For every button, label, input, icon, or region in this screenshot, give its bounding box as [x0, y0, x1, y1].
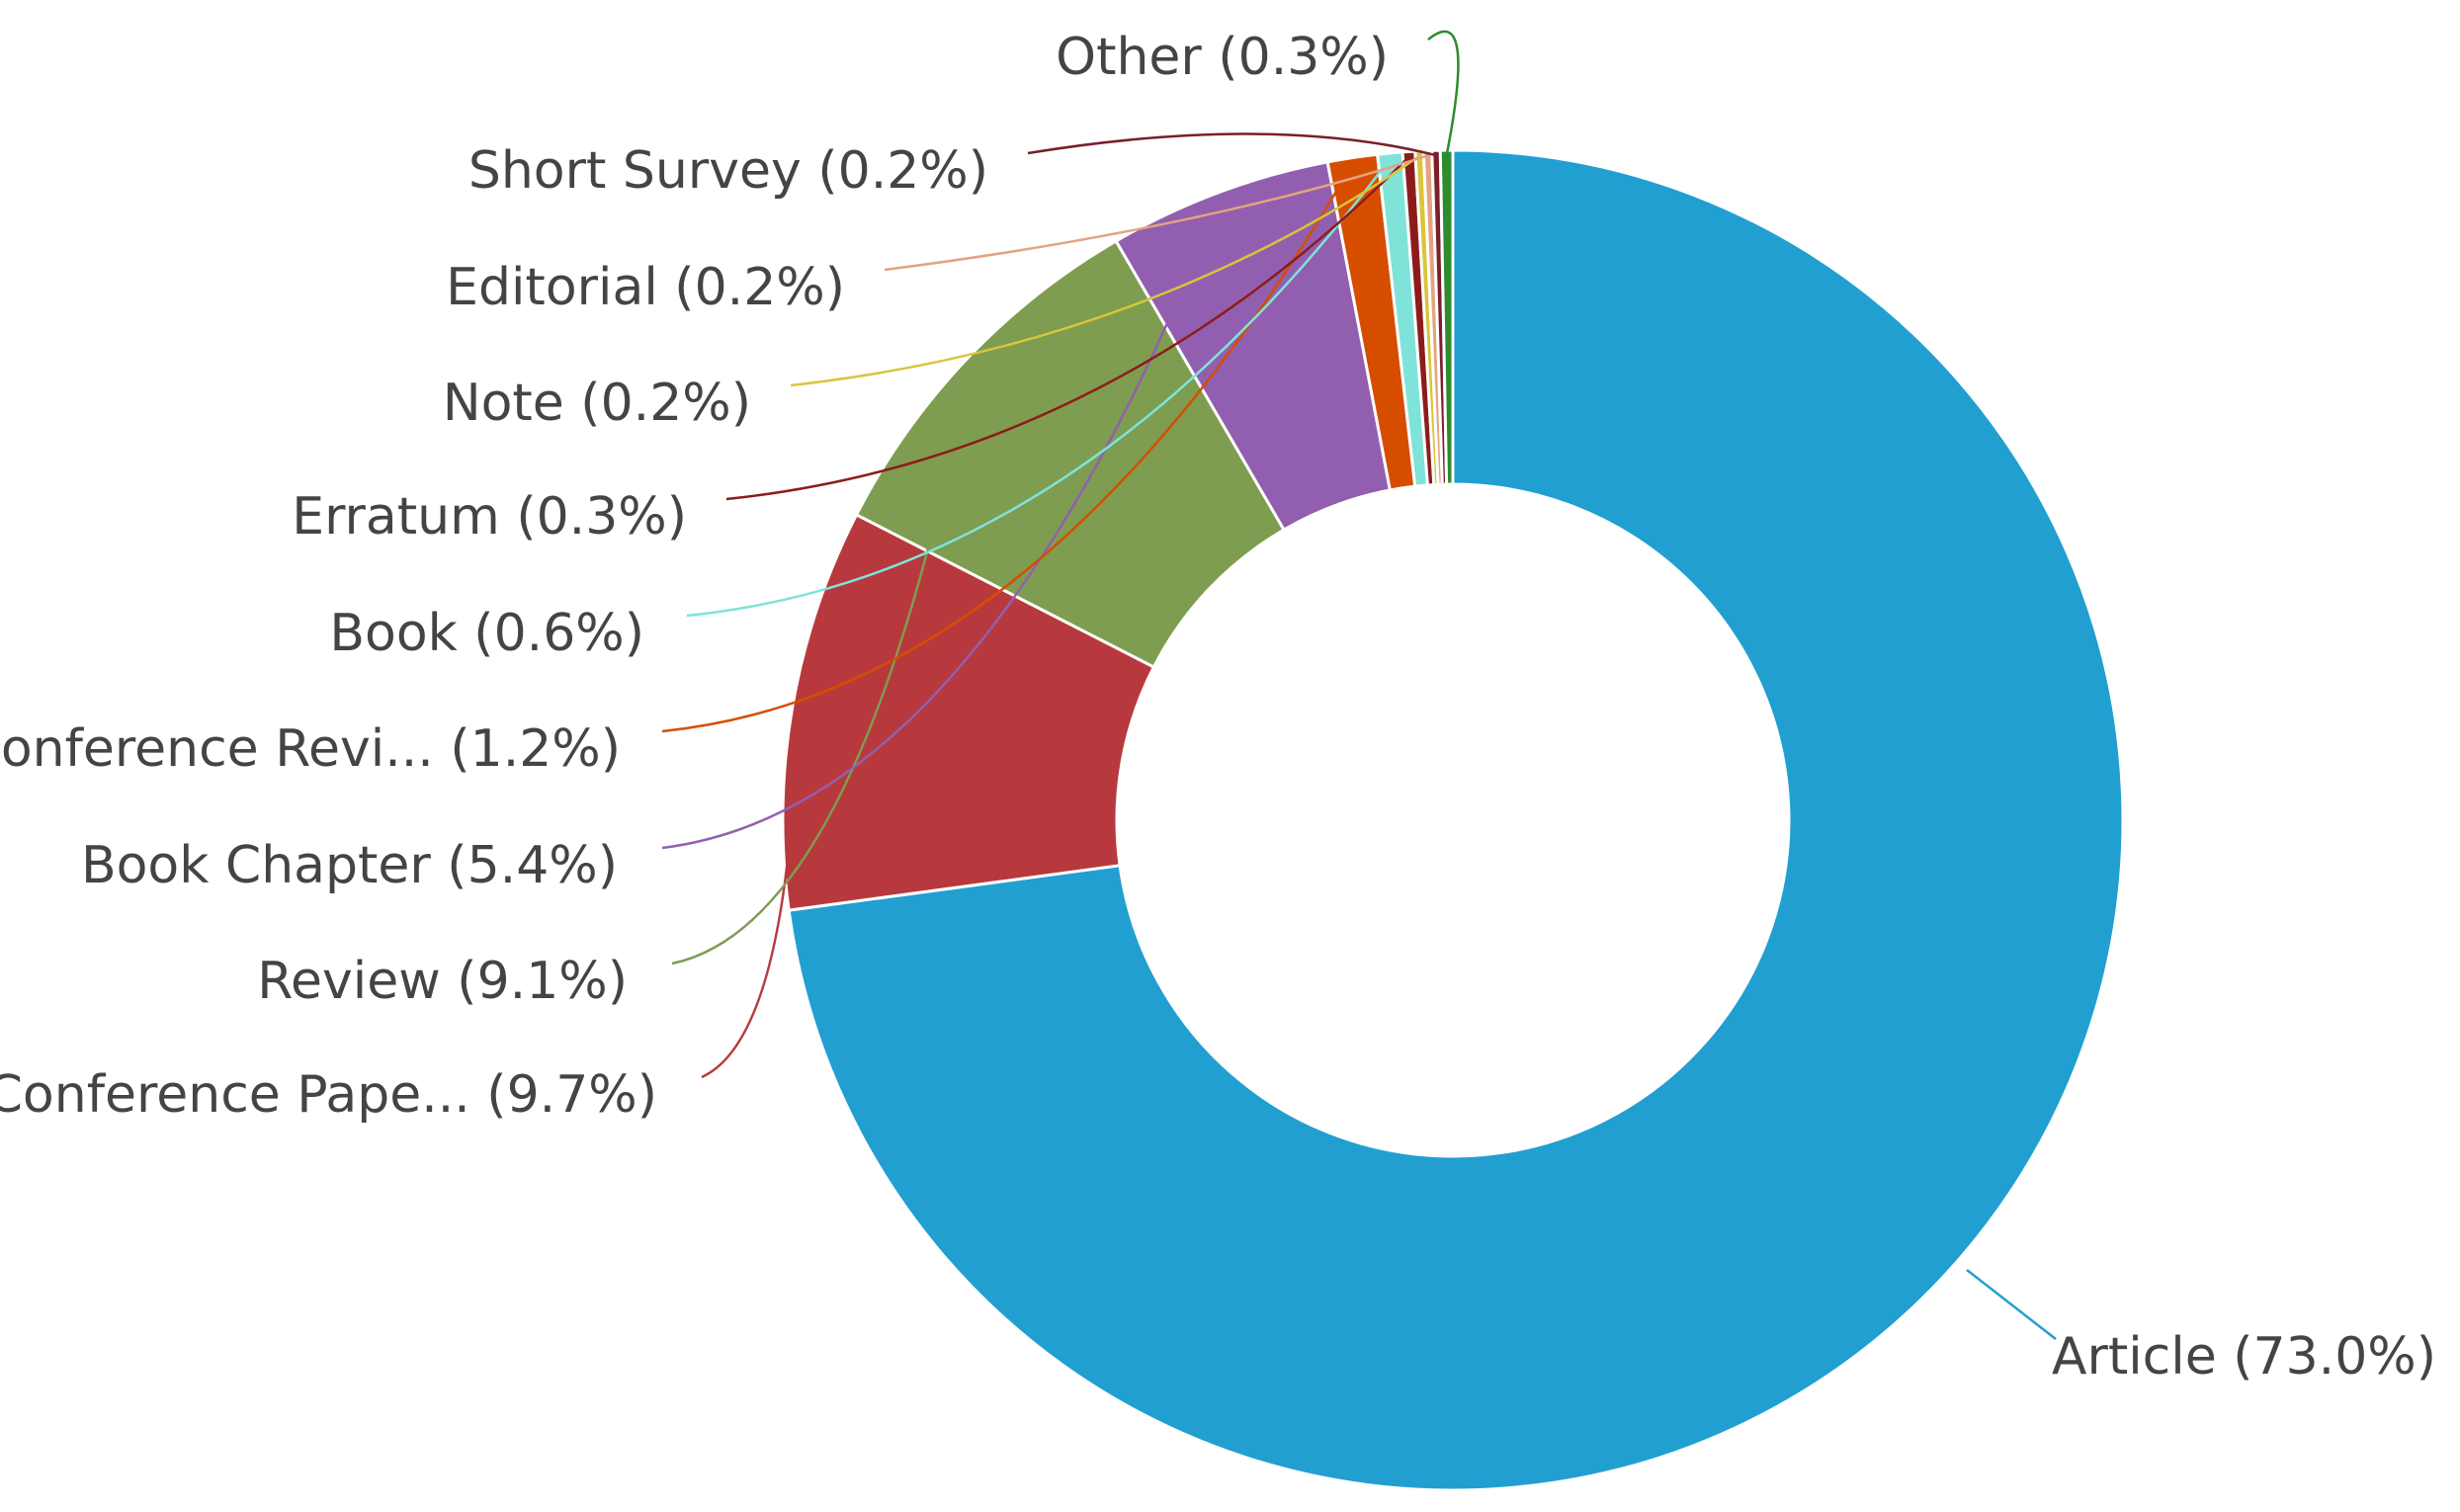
- leader-erratum: [725, 155, 1410, 501]
- leader-book-chapter: [661, 197, 1222, 850]
- labels-group: Article (73.0%) Conference Pape... (9.7%)…: [0, 28, 2436, 1386]
- label-conference-paper: Conference Pape... (9.7%): [0, 1065, 657, 1125]
- leader-lines-group: [661, 30, 2057, 1340]
- label-article: Article (73.0%): [2052, 1327, 2436, 1386]
- slice-article[interactable]: [787, 148, 2125, 1492]
- leader-editorial: [884, 154, 1429, 272]
- leader-note: [790, 154, 1420, 387]
- label-conference-review: Conference Revi... (1.2%): [0, 719, 621, 779]
- leader-article: [1966, 1269, 2057, 1340]
- label-erratum: Erratum (0.3%): [292, 487, 687, 546]
- slice-conference-paper[interactable]: [781, 512, 1156, 912]
- label-short-survey: Short Survey (0.2%): [468, 141, 988, 201]
- label-review: Review (9.1%): [257, 952, 628, 1011]
- leader-conference-review: [661, 161, 1355, 733]
- leader-book: [686, 157, 1392, 618]
- label-book: Book (0.6%): [329, 604, 644, 663]
- label-note: Note (0.2%): [443, 374, 751, 433]
- label-book-chapter: Book Chapter (5.4%): [81, 836, 618, 895]
- label-other: Other (0.3%): [1056, 28, 1389, 87]
- slices-group: [781, 148, 2125, 1492]
- leader-conference-paper: [701, 708, 799, 1079]
- leader-short-survey: [1027, 132, 1437, 157]
- slice-other[interactable]: [1438, 148, 1455, 486]
- label-editorial: Editorial (0.2%): [446, 258, 845, 317]
- leader-other: [1427, 30, 1460, 156]
- leader-review: [671, 362, 972, 966]
